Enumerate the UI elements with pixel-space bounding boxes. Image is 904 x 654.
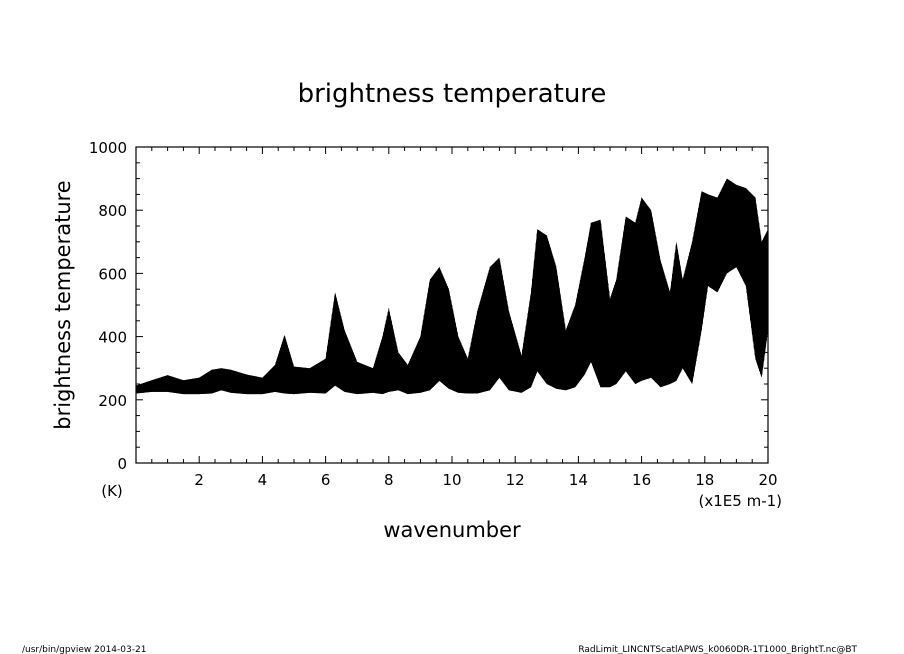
y-axis-label: brightness temperature — [51, 180, 75, 429]
x-tick-label: 12 — [506, 471, 525, 489]
x-tick-label: 14 — [569, 471, 588, 489]
x-tick-label: 6 — [321, 471, 331, 489]
x-unit-label: (x1E5 m-1) — [699, 492, 782, 510]
x-tick-label: 20 — [758, 471, 777, 489]
x-axis-label: wavenumber — [383, 518, 521, 542]
x-tick-label: 16 — [632, 471, 651, 489]
y-tick-label: 400 — [98, 329, 127, 347]
series-layer — [135, 178, 769, 395]
footer-left: /usr/bin/gpview 2014-03-21 — [22, 645, 146, 654]
y-tick-label: 800 — [98, 202, 127, 220]
x-tick-label: 18 — [695, 471, 714, 489]
series-line — [135, 178, 769, 395]
tick-marks — [135, 146, 769, 464]
y-tick-label: 1000 — [89, 139, 127, 157]
x-tick-label: 8 — [384, 471, 394, 489]
y-unit-label: (K) — [101, 482, 123, 500]
x-tick-label: 2 — [194, 471, 204, 489]
y-tick-label: 200 — [98, 392, 127, 410]
x-tick-label: 4 — [258, 471, 268, 489]
x-tick-label: 10 — [442, 471, 461, 489]
chart-title: brightness temperature — [298, 79, 607, 109]
y-tick-label: 600 — [98, 265, 127, 283]
y-tick-label: 0 — [117, 455, 127, 473]
footer-right: RadLimit_LINCNTScatlAPWS_k0060DR-1T1000_… — [578, 645, 857, 654]
